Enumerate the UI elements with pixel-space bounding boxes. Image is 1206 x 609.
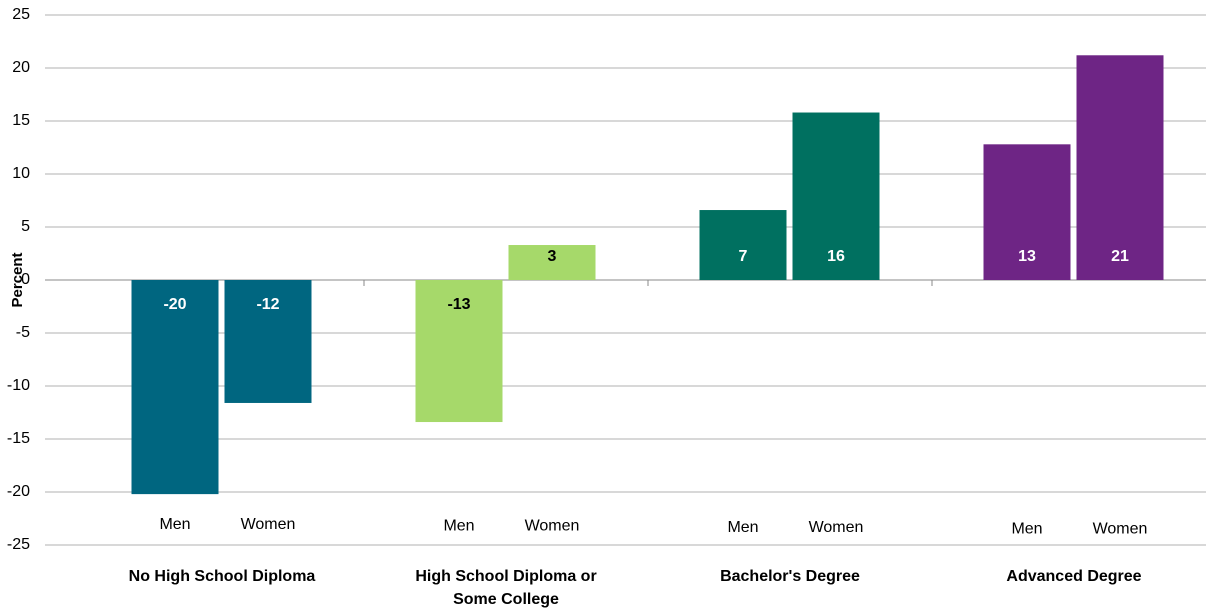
data-label: -12 bbox=[256, 296, 279, 313]
y-tick-label: 5 bbox=[21, 218, 30, 235]
data-label: 16 bbox=[827, 248, 845, 265]
y-tick-label: 0 bbox=[21, 271, 30, 288]
bar bbox=[792, 112, 880, 281]
y-tick-label: -20 bbox=[7, 483, 30, 500]
bar bbox=[983, 144, 1071, 280]
y-tick-label: -5 bbox=[16, 324, 30, 341]
subcategory-label: Men bbox=[1011, 521, 1042, 538]
subcategory-label: Women bbox=[241, 516, 296, 533]
data-label: 21 bbox=[1111, 248, 1129, 265]
bar bbox=[415, 280, 503, 423]
group-label: Bachelor's Degree bbox=[720, 568, 860, 585]
y-tick-label: 25 bbox=[12, 6, 30, 23]
data-label: 7 bbox=[739, 248, 748, 265]
subcategory-label: Men bbox=[727, 519, 758, 536]
y-tick-label: -25 bbox=[7, 536, 30, 553]
group-label: High School Diploma or bbox=[415, 568, 596, 585]
group-label: Advanced Degree bbox=[1006, 568, 1141, 585]
group-label: No High School Diploma bbox=[129, 568, 316, 585]
data-label: -20 bbox=[163, 296, 186, 313]
y-tick-label: -10 bbox=[7, 377, 30, 394]
data-label: 3 bbox=[548, 248, 557, 265]
subcategory-label: Women bbox=[1093, 521, 1148, 538]
subcategory-label: Men bbox=[159, 516, 190, 533]
subcategory-label: Women bbox=[525, 518, 580, 535]
data-label: -13 bbox=[447, 296, 470, 313]
subcategory-label: Men bbox=[443, 518, 474, 535]
bar bbox=[699, 210, 787, 280]
bar bbox=[131, 280, 219, 495]
data-label: 13 bbox=[1018, 248, 1036, 265]
y-tick-label: -15 bbox=[7, 430, 30, 447]
bar bbox=[508, 245, 596, 280]
y-tick-label: 15 bbox=[12, 112, 30, 129]
bar bbox=[1076, 55, 1164, 280]
y-tick-label: 10 bbox=[12, 165, 30, 182]
y-tick-label: 20 bbox=[12, 59, 30, 76]
y-axis-label: Percent bbox=[9, 252, 26, 307]
subcategory-label: Women bbox=[809, 519, 864, 536]
group-label: Some College bbox=[453, 591, 559, 608]
bar bbox=[224, 280, 312, 403]
